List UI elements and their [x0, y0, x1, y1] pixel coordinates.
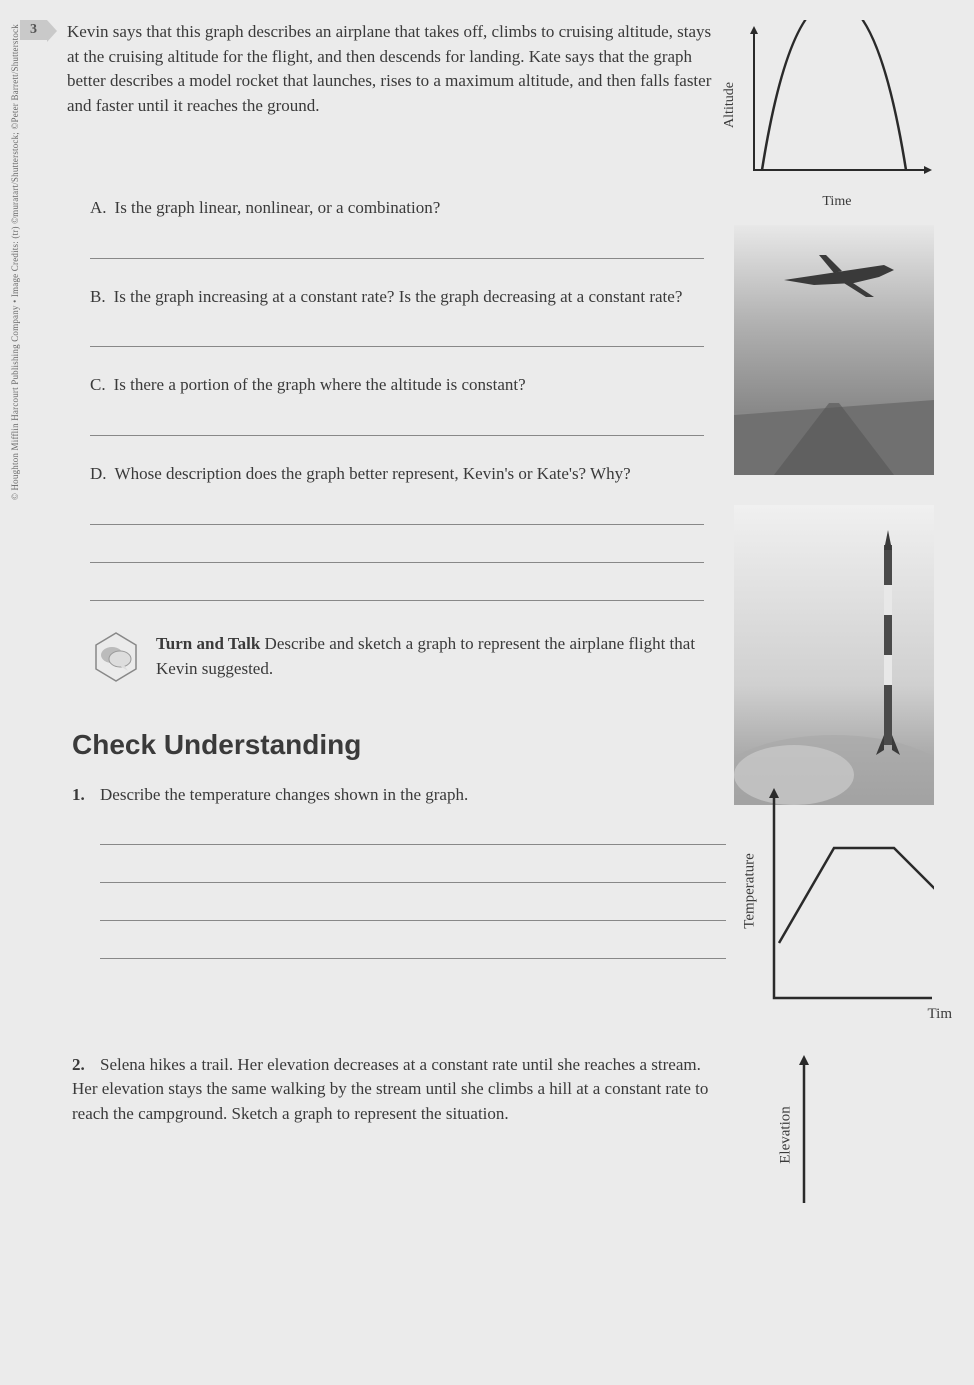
question-3-intro: Kevin says that this graph describes an …	[67, 20, 722, 190]
turn-talk-title: Turn and Talk	[156, 634, 260, 653]
part-label: D.	[90, 464, 107, 483]
check-question-2: 2. Selena hikes a trail. Her elevation d…	[72, 1053, 716, 1203]
temperature-chart: Temperature Tim	[744, 783, 934, 1023]
answer-line[interactable]	[90, 323, 704, 347]
altitude-axis-label: Altitude	[722, 82, 738, 128]
temperature-axis-label: Temperature	[742, 853, 759, 929]
question-number-badge: 3	[20, 20, 47, 40]
rocket-photo	[734, 505, 934, 805]
part-text: Whose description does the graph better …	[115, 464, 631, 483]
answer-line[interactable]	[100, 935, 726, 959]
part-label: C.	[90, 375, 106, 394]
answer-line[interactable]	[100, 897, 726, 921]
question-text: Describe the temperature changes shown i…	[100, 785, 468, 804]
altitude-time-chart: Altitude Time	[734, 20, 934, 190]
elevation-axis-label: Elevation	[778, 1106, 795, 1163]
answer-line[interactable]	[90, 235, 704, 259]
turn-and-talk: Turn and Talk Describe and sketch a grap…	[90, 631, 704, 683]
elevation-chart: Elevation	[784, 1053, 934, 1203]
question-3d: D. Whose description does the graph bett…	[90, 462, 704, 601]
answer-line[interactable]	[90, 577, 704, 601]
answer-line[interactable]	[100, 859, 726, 883]
answer-line[interactable]	[90, 539, 704, 563]
answer-line[interactable]	[90, 412, 704, 436]
part-text: Is there a portion of the graph where th…	[114, 375, 526, 394]
part-text: Is the graph linear, nonlinear, or a com…	[115, 198, 441, 217]
check-question-1: 1. Describe the temperature changes show…	[72, 783, 726, 1023]
question-3a: A. Is the graph linear, nonlinear, or a …	[90, 196, 704, 259]
answer-line[interactable]	[90, 501, 704, 525]
answer-line[interactable]	[100, 821, 726, 845]
question-3c: C. Is there a portion of the graph where…	[90, 373, 704, 436]
question-number: 2.	[72, 1055, 96, 1075]
airplane-photo	[734, 225, 934, 475]
part-label: A.	[90, 198, 107, 217]
part-label: B.	[90, 287, 106, 306]
time-axis-label: Time	[822, 194, 851, 210]
image-credits: © Houghton Mifflin Harcourt Publishing C…	[10, 24, 20, 500]
part-text: Is the graph increasing at a constant ra…	[114, 287, 683, 306]
time-axis-label-partial: Tim	[928, 1006, 952, 1023]
question-3b: B. Is the graph increasing at a constant…	[90, 285, 704, 348]
question-number: 1.	[72, 785, 96, 805]
turn-talk-icon	[90, 631, 142, 683]
question-text: Selena hikes a trail. Her elevation decr…	[72, 1055, 708, 1123]
